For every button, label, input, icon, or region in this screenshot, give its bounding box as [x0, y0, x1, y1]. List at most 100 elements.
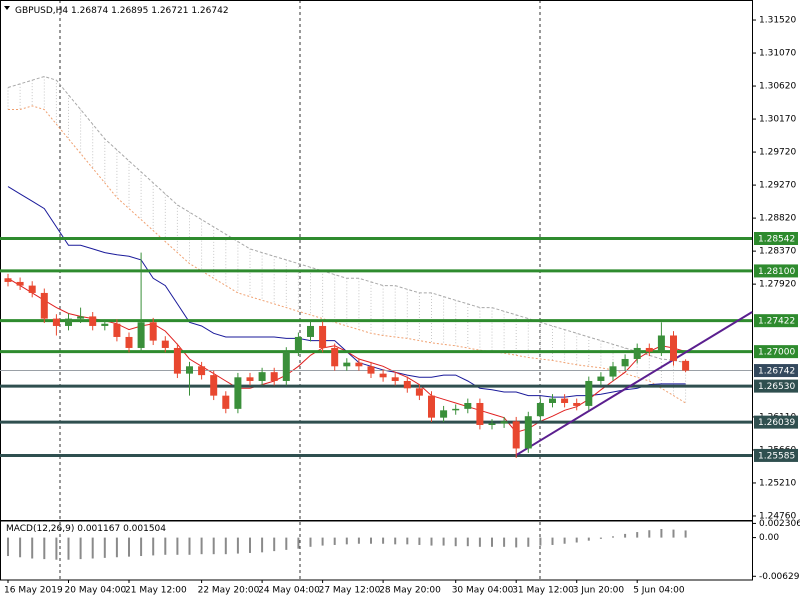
x-tick-label: 3 Jun 20:00 [573, 586, 625, 596]
candle-body [488, 423, 496, 425]
candle-body [403, 380, 411, 389]
y-tick-label: 1.28370 [759, 247, 796, 257]
indicator-line [7, 75, 686, 364]
x-tick-label: 22 May 20:00 [198, 586, 260, 596]
candle-body [186, 366, 193, 374]
candle-body [52, 318, 60, 326]
low-value: 1.26721 [151, 6, 188, 16]
macd-y-tick-label: -0.006296 [759, 572, 800, 582]
candle-body [222, 395, 230, 409]
candle-body [621, 358, 629, 367]
candle-body [355, 362, 363, 367]
macd-header: MACD(12,26,9) 0.001167 0.001504 [6, 524, 166, 534]
candle-body [282, 351, 290, 381]
price-level-label: 1.28100 [758, 267, 795, 277]
y-tick-label: 1.31070 [759, 49, 796, 59]
candle-body [173, 347, 181, 374]
y-tick-label: 1.28820 [759, 214, 796, 224]
candle-body [307, 325, 314, 337]
y-tick-label: 1.31520 [759, 16, 796, 26]
price-level-tag [754, 448, 798, 462]
chart-header: GBPUSD,H4 1.26874 1.26895 1.26721 1.2674… [15, 6, 229, 16]
macd-signal: 0.001504 [123, 524, 166, 534]
x-tick-label: 24 May 04:00 [258, 586, 320, 596]
candle-body [391, 377, 399, 381]
macd-panel-frame [0, 520, 753, 581]
price-level-tag [754, 415, 798, 429]
candle-body [161, 340, 169, 348]
candle-body [246, 377, 254, 381]
candle-body [113, 323, 121, 337]
trendline [515, 311, 753, 456]
candle-body [609, 366, 617, 377]
candle-body [28, 285, 36, 293]
candle-body [645, 347, 653, 352]
candle-body [512, 421, 520, 449]
candle-body [89, 316, 97, 326]
x-tick-label: 27 May 12:00 [319, 586, 381, 596]
price-level-tag [754, 264, 798, 278]
candle-body [40, 292, 48, 319]
candle-body [77, 316, 85, 319]
candle-body [343, 362, 351, 367]
price-level-label: 1.26742 [758, 367, 795, 377]
y-tick-label: 1.30170 [759, 115, 796, 125]
open-value: 1.26874 [71, 6, 108, 16]
price-level-tag [754, 314, 798, 328]
candle-body [137, 322, 145, 348]
candle-body [319, 325, 327, 348]
candle-body [549, 398, 556, 403]
candle-body [524, 416, 532, 449]
x-tick-label: 5 Jun 04:00 [633, 586, 685, 596]
candle-body [415, 388, 423, 396]
close-value: 1.26742 [191, 6, 228, 16]
price-level-label: 1.26039 [758, 418, 795, 428]
candle-body [331, 347, 339, 367]
candle-body [270, 372, 278, 381]
candle-body [149, 322, 157, 341]
candle-body [440, 410, 448, 418]
price-level-tag [754, 345, 798, 359]
candle-body [573, 402, 581, 406]
x-tick-label: 30 May 04:00 [452, 586, 514, 596]
macd-title: MACD(12,26,9) [6, 524, 74, 534]
candle-body [597, 376, 605, 381]
price-level-label: 1.25585 [758, 451, 795, 461]
x-tick-label: 16 May 2019 [4, 586, 63, 596]
candle-body [476, 402, 484, 425]
candle-body [670, 335, 677, 361]
candle-body [294, 336, 302, 352]
price-level-tag [754, 379, 798, 393]
candle-body [561, 398, 569, 403]
candle-body [367, 366, 375, 374]
candle-body [234, 377, 242, 409]
candle-body [452, 408, 460, 411]
candle-body [16, 281, 24, 286]
price-level-label: 1.26530 [758, 382, 795, 392]
price-level-label: 1.27000 [758, 348, 795, 358]
high-value: 1.26895 [111, 6, 148, 16]
candle-body [464, 402, 472, 409]
price-level-label: 1.27422 [758, 317, 795, 327]
candle-body [258, 372, 266, 381]
macd-main: 0.001167 [77, 524, 120, 534]
price-level-label: 1.28542 [758, 235, 795, 245]
x-tick-label: 20 May 04:00 [65, 586, 127, 596]
candle-body [210, 375, 218, 396]
y-tick-label: 1.27920 [759, 280, 796, 290]
macd-y-tick-label: 0.00 [759, 533, 779, 543]
y-tick-label: 1.30620 [759, 82, 796, 92]
y-tick-label: 1.29720 [759, 148, 796, 158]
candle-body [682, 360, 690, 371]
x-tick-label: 21 May 12:00 [125, 586, 187, 596]
menu-arrow[interactable] [4, 6, 10, 10]
candle-body [500, 421, 508, 424]
candle-body [198, 366, 206, 376]
candle-body [125, 336, 133, 348]
price-level-tag [754, 364, 798, 378]
candle-body [101, 323, 109, 326]
candle-body [4, 278, 12, 282]
